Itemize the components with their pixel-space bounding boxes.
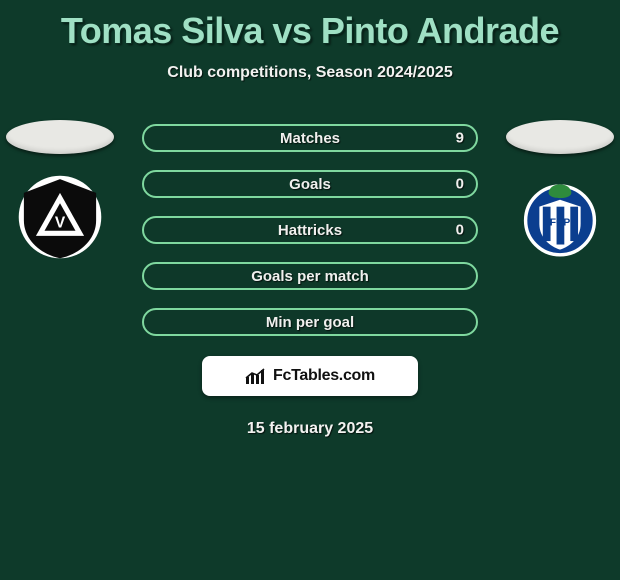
club-badge-left: V [11, 174, 109, 260]
stat-row-goals: Goals 0 [142, 170, 478, 198]
player-left-column: V [6, 120, 114, 260]
stat-right-value: 0 [456, 222, 464, 239]
stat-row-goals-per-match: Goals per match [142, 262, 478, 290]
stat-row-hattricks: Hattricks 0 [142, 216, 478, 244]
svg-text:FCP: FCP [550, 218, 571, 229]
svg-text:V: V [55, 214, 66, 231]
stat-label: Matches [280, 130, 340, 147]
stat-right-value: 0 [456, 176, 464, 193]
shield-icon: V [17, 174, 103, 260]
stat-row-min-per-goal: Min per goal [142, 308, 478, 336]
stat-row-matches: Matches 9 [142, 124, 478, 152]
footer-date: 15 february 2025 [0, 420, 620, 438]
stat-right-value: 9 [456, 130, 464, 147]
page-subtitle: Club competitions, Season 2024/2025 [0, 64, 620, 82]
stat-label: Goals [289, 176, 331, 193]
crest-icon: FCP [517, 174, 603, 260]
club-badge-right: FCP [511, 174, 609, 260]
player-right-column: FCP [506, 120, 614, 260]
barchart-icon [245, 367, 267, 385]
branding-link[interactable]: FcTables.com [202, 356, 418, 396]
stat-label: Goals per match [251, 268, 369, 285]
player-right-avatar [506, 120, 614, 154]
page-title: Tomas Silva vs Pinto Andrade [0, 0, 620, 52]
stat-label: Hattricks [278, 222, 342, 239]
branding-text: FcTables.com [273, 367, 375, 385]
stat-label: Min per goal [266, 314, 354, 331]
player-left-avatar [6, 120, 114, 154]
